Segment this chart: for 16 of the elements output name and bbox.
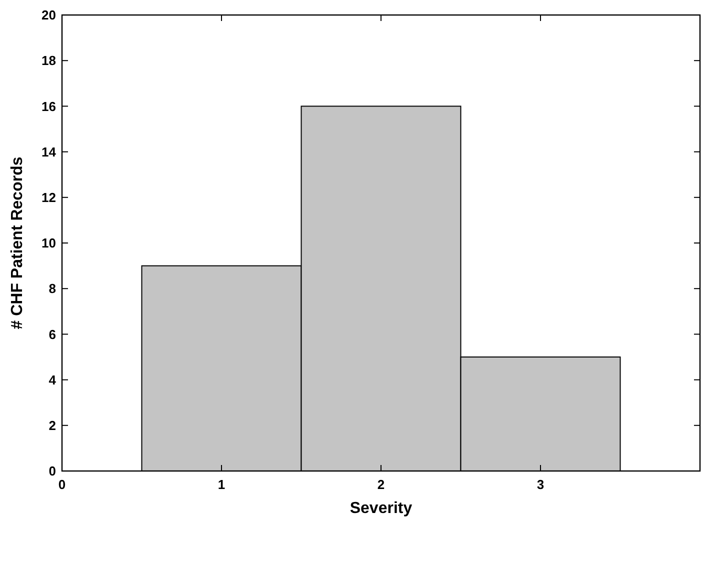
y-tick-label: 4 [48,372,57,388]
y-tick-label: 16 [42,98,56,114]
x-tick-label: 2 [377,477,385,492]
x-axis-title: Severity [350,500,412,517]
y-tick-label: 14 [42,144,57,160]
y-tick-label: 8 [48,281,56,296]
x-tick-label: 1 [218,477,226,492]
y-tick-label: 2 [48,418,56,433]
y-tick-label: 6 [48,326,56,342]
x-tick-label: 3 [536,477,544,492]
y-tick-label: 10 [42,236,56,251]
y-tick-label: 0 [48,464,56,479]
y-tick-label: 12 [42,190,56,205]
y-tick-label: 18 [42,53,56,68]
y-axis-title: # CHF Patient Records [9,156,26,330]
y-tick-label: 20 [42,8,56,23]
